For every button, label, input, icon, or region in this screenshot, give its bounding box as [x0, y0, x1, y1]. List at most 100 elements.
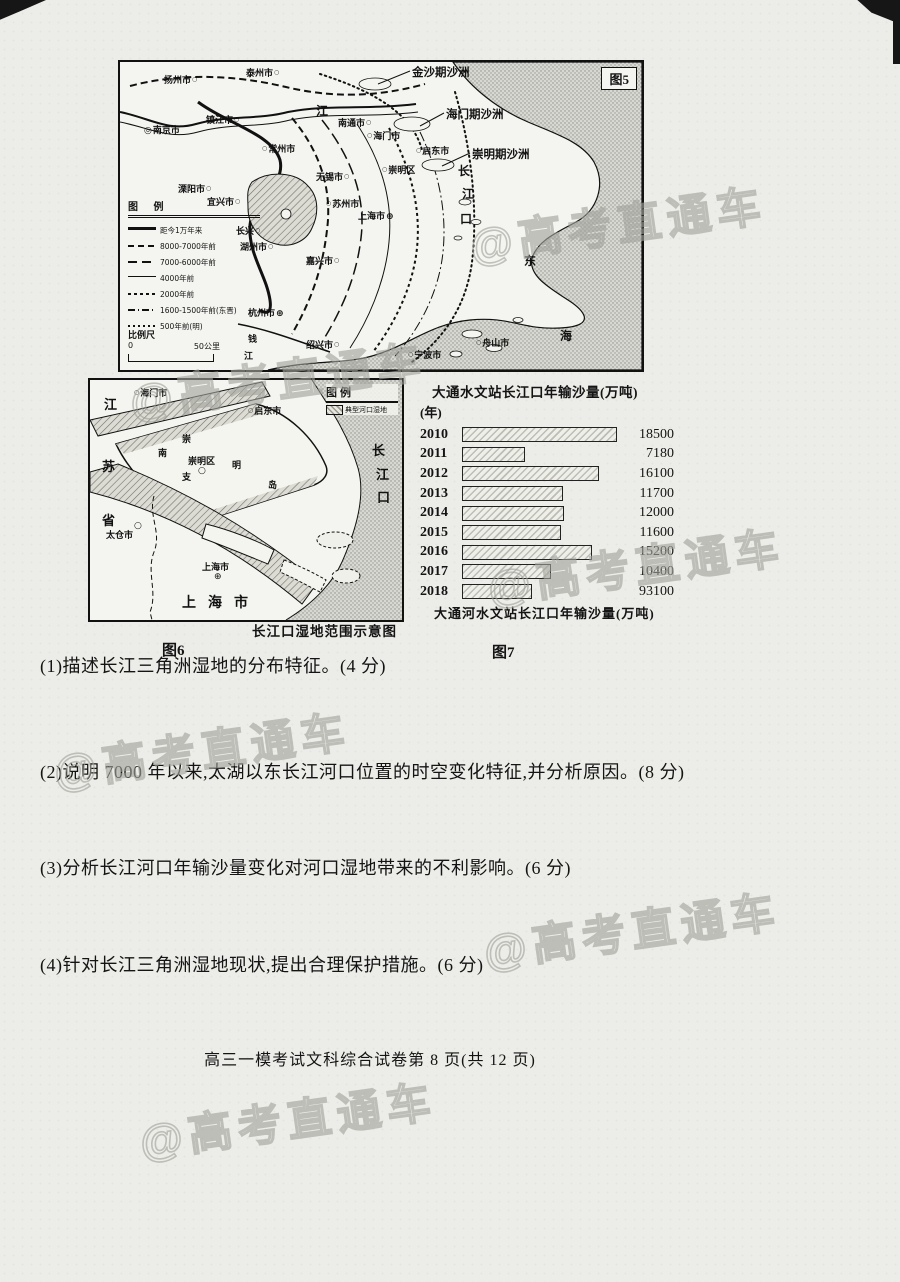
water-label: 江	[244, 351, 254, 361]
value-label: 11700	[639, 485, 674, 501]
city-label: 长兴	[236, 224, 260, 237]
city-label: 杭州市	[248, 306, 284, 319]
city-label: 南通市	[338, 116, 371, 129]
chongming-sandbar	[421, 158, 455, 172]
map6-legend-item: 典型河口湿地	[345, 406, 387, 414]
map6-label: 省	[102, 513, 116, 528]
legend-line-sample-icon	[128, 309, 156, 311]
chart-row: 2018 93100	[420, 582, 716, 602]
coastline-4000	[349, 123, 391, 349]
city-label: 舟山市	[476, 336, 509, 349]
scan-artifact-right-edge	[893, 0, 900, 64]
city-label: 上海市	[358, 209, 394, 222]
legend-line-sample-icon	[128, 293, 156, 295]
legend-label: 4000年前	[160, 273, 195, 283]
legend-label: 距今1万年来	[160, 225, 203, 235]
bar	[462, 427, 617, 443]
legend-row: 距今1万年来	[128, 222, 260, 238]
bar	[462, 564, 551, 580]
chart-row: 2011 7180	[420, 445, 716, 465]
map5-legend: 图 例 距今1万年来 8000-7000年前 7000-6	[128, 198, 260, 334]
bar	[462, 584, 532, 600]
water-label: 长	[458, 164, 472, 178]
leader-line	[441, 152, 471, 167]
taihu-lake	[247, 173, 318, 246]
figure7-label: 图7	[492, 645, 515, 661]
city-label: 启东市	[416, 144, 449, 157]
question-text: (4)针对长江三角洲湿地现状,提出合理保护措施。(6 分)	[40, 955, 484, 975]
map6-label: 崇	[182, 435, 192, 445]
value-label: 12000	[639, 505, 674, 521]
water-label: 海	[560, 329, 574, 343]
chart-row: 2012 16100	[420, 464, 716, 484]
year-label: 2012	[420, 465, 448, 481]
map6-label: 崇明区	[188, 457, 216, 467]
legend-row: 4000年前	[128, 270, 260, 286]
city-label: 常州市	[262, 142, 295, 155]
legend-row: 7000-6000年前	[128, 254, 260, 270]
figure6-label: 图6	[162, 643, 185, 659]
legend-row: 500年前(明)	[128, 318, 260, 334]
legend-label: 7000-6000年前	[160, 257, 216, 267]
question-text: (2)说明 7000 年以来,太湖以东长江河口位置的时空变化特征,并分析原因。(…	[40, 762, 685, 782]
chart-row: 2015 11600	[420, 523, 716, 543]
legend-line-sample-icon	[128, 276, 156, 280]
bar	[462, 505, 564, 521]
legend-label: 1600-1500年前(东晋)	[160, 305, 237, 315]
map6-label: 启东市	[248, 404, 281, 417]
bar	[462, 446, 525, 462]
chart-row: 2013 11700	[420, 484, 716, 504]
map6-label: ○	[198, 466, 206, 476]
map6-label: 口	[377, 490, 391, 505]
scale-bar-icon	[128, 354, 214, 362]
map6-label: 苏	[102, 459, 116, 474]
year-label: 2015	[420, 524, 448, 540]
chart-row: 2017 10400	[420, 562, 716, 582]
year-label: 2011	[420, 446, 448, 462]
value-label: 7180	[646, 446, 674, 462]
chongming-north-wetland	[116, 404, 262, 454]
year-label: 2010	[420, 426, 448, 442]
year-label: 2016	[420, 544, 448, 560]
coastline-7000-6000	[321, 119, 363, 343]
map6-caption: 长江口湿地范围示意图	[252, 624, 397, 639]
city-label: 绍兴市	[306, 338, 339, 351]
map-figure-5-yangtze-delta-evolution: 图5 图 例 距今1万年来 8000-7000年前	[118, 60, 644, 372]
map6-label: 江	[104, 397, 118, 412]
map6-legend-title: 图例	[326, 384, 398, 403]
bar	[462, 466, 599, 482]
map-figure-6-estuary-wetland: 图例 典型河口湿地 江苏省海门市启东市崇明岛崇明区○南支○太仓市上海市⊕上海市长…	[88, 378, 404, 622]
chart-axis-unit: (年)	[420, 405, 442, 420]
jinsha-sandbar	[358, 77, 392, 91]
taihu-islet	[280, 208, 292, 220]
bar	[462, 486, 563, 502]
map6-label: 明	[232, 461, 242, 471]
map6-label: 岛	[268, 481, 278, 491]
map6-label: 南	[158, 449, 168, 459]
chart-row: 2014 12000	[420, 503, 716, 523]
coastline-north-dashed	[129, 75, 426, 96]
city-label: 湖州市	[240, 240, 273, 253]
question-text: (3)分析长江河口年输沙量变化对河口湿地带来的不利影响。(6 分)	[40, 858, 571, 878]
legend-line-sample-icon	[128, 325, 156, 327]
city-label: 苏州市	[326, 197, 359, 210]
value-label: 93100	[639, 583, 674, 599]
city-label: 泰州市	[246, 66, 279, 79]
wetland-swatch-icon	[326, 405, 343, 415]
city-label: 扬州市	[164, 73, 197, 86]
leader-line	[419, 112, 445, 127]
city-label: 溧阳市	[178, 182, 211, 195]
water-label: 东	[524, 254, 538, 268]
bar	[462, 544, 592, 560]
hengsha-island	[279, 559, 327, 593]
value-label: 15200	[639, 544, 674, 560]
value-label: 10400	[639, 563, 674, 579]
legend-label: 2000年前	[160, 289, 195, 299]
value-label: 16100	[639, 465, 674, 481]
chart-title: 大通水文站长江口年输沙量(万吨)	[432, 385, 638, 400]
map6-label: 支	[182, 473, 192, 483]
map6-label: 上海市	[182, 596, 260, 611]
jiangsu-shanghai-boundary	[149, 495, 158, 620]
leader-line	[377, 70, 411, 85]
city-label: 宜兴市	[207, 195, 240, 208]
